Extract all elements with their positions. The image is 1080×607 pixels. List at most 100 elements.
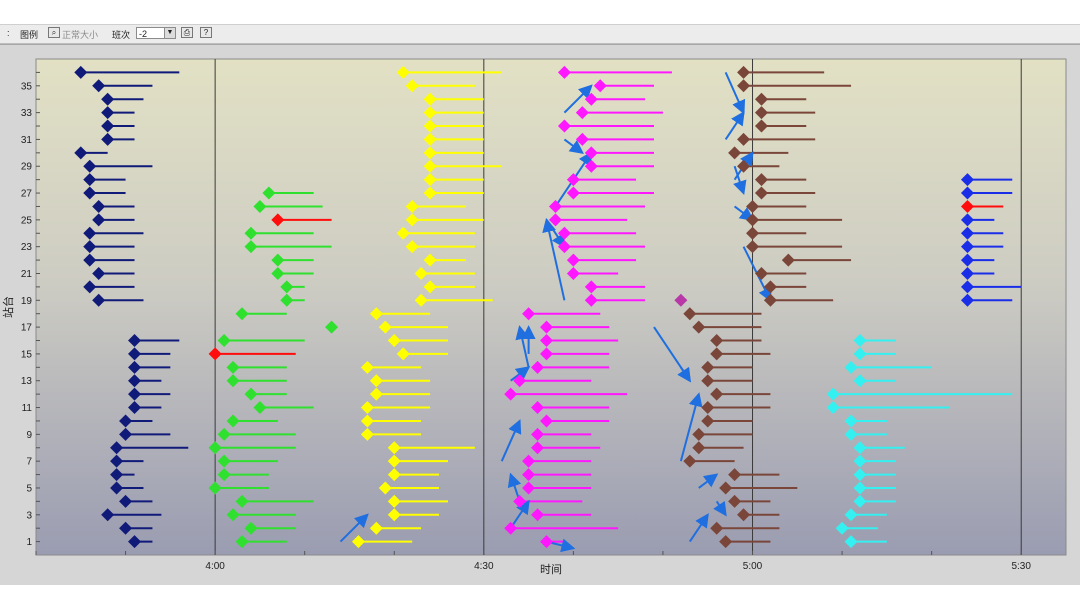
y-tick-label: 9 [26,430,32,441]
stop-marker [387,454,401,468]
stop-marker [531,441,545,455]
toolbar-grip: : [7,28,10,38]
stop-marker [208,481,222,495]
stop-marker [414,293,428,307]
stop-marker [325,320,339,334]
annotation-arrow [510,366,531,382]
stop-marker [423,132,437,146]
annotation-arrow [733,165,747,195]
stop-marker [92,266,106,280]
stop-marker [226,374,240,388]
stop-marker [754,266,768,280]
y-tick-label: 31 [21,135,33,146]
stop-marker [360,414,374,428]
stop-marker [423,253,437,267]
stop-marker [235,535,249,549]
stop-marker [271,213,285,227]
stop-marker [754,92,768,106]
stop-marker [387,508,401,522]
stop-marker [110,481,124,495]
y-tick-label: 27 [21,189,33,200]
stop-marker [719,535,733,549]
stop-marker [128,401,142,415]
stop-marker [128,535,142,549]
y-tick-label: 11 [22,403,33,414]
stop-marker [960,266,974,280]
stop-marker [128,347,142,361]
stop-marker [280,293,294,307]
stop-marker [110,468,124,482]
y-tick-label: 1 [26,537,32,548]
stop-marker [110,441,124,455]
stop-marker [369,374,383,388]
stop-marker [566,266,580,280]
stop-marker [701,414,715,428]
stop-marker [226,508,240,522]
stop-marker [423,173,437,187]
stop-marker [575,106,589,120]
stop-marker [754,173,768,187]
stop-marker [710,521,724,535]
stop-marker [584,293,598,307]
stop-marker [253,199,267,213]
stop-marker [853,481,867,495]
stop-marker [737,159,751,173]
stop-marker [119,427,133,441]
stop-marker [728,146,742,160]
stop-marker [754,186,768,200]
stop-marker [728,494,742,508]
stop-marker [244,226,258,240]
stop-marker [710,387,724,401]
stop-marker [531,508,545,522]
toolbar: : 图例 ⌕ 正常大小 班次 -2 ▼ ⎙ ? [0,24,1080,44]
stop-marker [128,360,142,374]
annotation-arrow [563,84,593,114]
help-icon[interactable]: ? [200,27,212,38]
stop-marker [754,106,768,120]
stop-marker [513,374,527,388]
stop-marker [853,494,867,508]
stop-marker [960,199,974,213]
y-tick-label: 25 [21,215,33,226]
stop-marker [557,240,571,254]
stop-marker [826,401,840,415]
stop-marker [853,468,867,482]
stop-marker [853,347,867,361]
legend-button[interactable]: 图例 [20,30,39,40]
stop-marker [763,280,777,294]
stop-marker [504,521,518,535]
y-tick-label: 33 [21,108,33,119]
stop-marker [208,347,222,361]
shift-select[interactable]: -2 ▼ [136,27,176,39]
stop-marker [692,320,706,334]
stop-marker [387,494,401,508]
chevron-down-icon[interactable]: ▼ [164,28,175,38]
normal-size-button[interactable]: 正常大小 [62,30,99,40]
plot-area [35,58,1067,556]
stop-marker [83,253,97,267]
annotation-arrow [545,219,566,249]
y-tick-label: 35 [21,81,33,92]
stop-marker [244,387,258,401]
stop-marker [217,427,231,441]
shift-select-value: -2 [139,29,148,39]
print-icon[interactable]: ⎙ [181,27,193,38]
y-tick-label: 21 [21,269,33,280]
stop-marker [244,240,258,254]
stop-marker [101,106,115,120]
stop-marker [960,213,974,227]
stop-marker [119,414,133,428]
stop-marker [575,132,589,146]
stop-marker [369,387,383,401]
stop-marker [674,293,688,307]
train-diagram-chart: 4:00 4:30 5:00 5:30135791113151719212325272… [1,58,1067,576]
stop-marker [853,441,867,455]
stop-marker [835,521,849,535]
x-tick-label: 5:30 [1011,561,1031,572]
y-tick-label: 23 [21,242,33,253]
y-tick-label: 13 [21,376,33,387]
stop-marker [83,226,97,240]
annotation-arrow [339,513,369,543]
stop-marker [584,146,598,160]
shift-label: 班次 [112,30,131,40]
